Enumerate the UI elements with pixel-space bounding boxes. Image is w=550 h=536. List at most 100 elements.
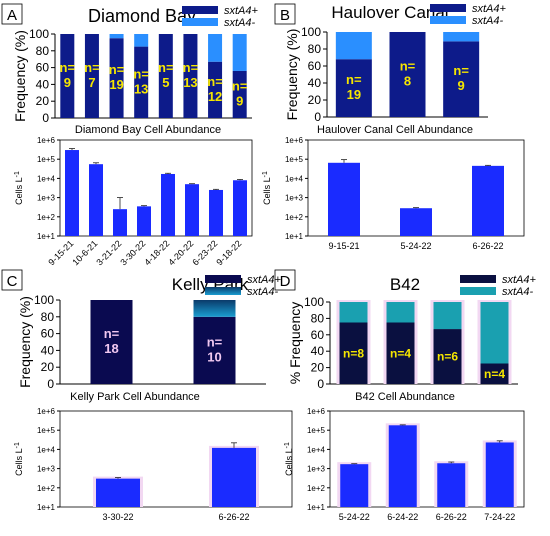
x-tick-label: 9-15-21 [328, 241, 359, 251]
bar-sxtA4-negative [443, 32, 480, 42]
x-tick-label: 7-24-22 [484, 512, 515, 522]
bar-sxtA4-positive [339, 322, 368, 384]
y-tick-label: 1e+1 [307, 503, 326, 512]
y-tick-label: 1e+1 [37, 232, 56, 241]
y-tick-label: 1e+5 [37, 155, 56, 164]
n-label: n= [453, 63, 469, 78]
x-tick-label: 5-24-22 [339, 512, 370, 522]
abundance-bar [485, 442, 514, 507]
legend: sxtA4+sxtA4- [205, 274, 282, 298]
y-tick-label: 1e+3 [285, 194, 304, 203]
x-tick-label: 6-26-22 [436, 512, 467, 522]
x-tick-label: 10-6-21 [70, 238, 99, 267]
legend-swatch-positive [460, 275, 496, 283]
abundance-bar [209, 189, 223, 236]
n-label: 7 [88, 75, 95, 90]
n-label: 13 [134, 81, 148, 96]
y-tick-label: 1e+5 [307, 426, 326, 435]
y-axis-label: Cells L-1 [14, 442, 25, 476]
bar-sxtA4-positive [443, 41, 480, 117]
bar-sxtA4-negative [109, 34, 124, 39]
y-tick-label: 1e+2 [307, 484, 326, 493]
x-tick-label: 6-26-22 [472, 241, 503, 251]
bar-sxtA4-positive [232, 70, 247, 118]
bar-sxtA4-positive [134, 46, 149, 118]
legend-swatch-negative [430, 16, 466, 24]
bar-sxtA4-positive [90, 300, 133, 384]
n-label: 9 [458, 78, 465, 93]
n-label: n= [207, 74, 223, 89]
frequency-chart-D: 0 20 40 60 80 100% Frequency n=8 n=4 n=6 n=4 sxtA4… [287, 274, 537, 391]
bar-sxtA4-positive [208, 61, 223, 118]
title-haulover-canal: Haulover Canal [331, 3, 448, 22]
y-tick-label: 100 [34, 293, 54, 307]
y-tick-label: 60 [36, 61, 50, 75]
y-tick-label: 1e+4 [37, 174, 56, 183]
bar-sxtA4-negative [480, 302, 509, 364]
n-label: 13 [183, 75, 197, 90]
abundance-bar [328, 162, 360, 236]
legend: sxtA4+sxtA4- [430, 3, 507, 27]
title-diamond-bay: Diamond Bay [88, 6, 196, 26]
bar-sxtA4-negative [386, 302, 415, 323]
n-label: n=4 [390, 346, 411, 360]
y-tick-label: 100 [29, 27, 49, 41]
n-label: n= [60, 60, 76, 75]
bar-sxtA4-negative [134, 34, 149, 47]
x-tick-label: 4-18-22 [142, 238, 171, 267]
n-label: n= [84, 60, 100, 75]
legend-swatch-negative [182, 18, 218, 26]
abundance-bar [89, 164, 103, 236]
plot-frame [59, 139, 253, 237]
x-tick-label: 3-21-22 [94, 238, 123, 267]
bar-sxtA4-negative [193, 300, 236, 317]
y-tick-label: 1e+1 [37, 503, 56, 512]
y-axis-label: Frequency (%) [17, 296, 33, 388]
plot-frame [329, 410, 525, 508]
n-label: n=4 [484, 367, 505, 381]
n-label: n= [232, 78, 248, 93]
y-tick-label: 40 [36, 77, 50, 91]
y-axis-label: Cells L-1 [14, 171, 25, 205]
y-tick-label: 80 [36, 44, 50, 58]
bar-sxtA4-negative [335, 32, 372, 60]
y-tick-label: 1e+1 [285, 232, 304, 241]
y-tick-label: 40 [41, 343, 55, 357]
n-label: n= [104, 326, 120, 341]
svg-text:B: B [280, 7, 290, 24]
y-tick-label: 80 [311, 311, 325, 325]
y-tick-label: 60 [41, 327, 55, 341]
abundance-bar [65, 150, 79, 236]
legend-label-negative: sxtA4- [224, 17, 256, 29]
y-tick-label: 0 [317, 377, 324, 391]
legend-label-positive: sxtA4+ [247, 274, 282, 286]
n-label: n= [158, 60, 174, 75]
y-tick-label: 40 [308, 76, 322, 90]
bar-sxtA4-positive [386, 322, 415, 384]
abundance-chart-D: 1e+1 1e+2 1e+3 1e+4 1e+5 1e+6 Cells L-1 5-24-22… [284, 407, 525, 522]
abundance-bar [388, 425, 417, 507]
bar-sxtA4-positive [84, 34, 99, 118]
x-tick-label: 6-26-22 [218, 512, 249, 522]
y-tick-label: 1e+4 [37, 445, 56, 454]
x-tick-label: 3-30-22 [102, 512, 133, 522]
n-label: 5 [162, 75, 169, 90]
y-tick-label: 80 [41, 310, 55, 324]
plot-frame [59, 410, 293, 508]
n-label: 9 [64, 75, 71, 90]
y-tick-label: 20 [311, 361, 325, 375]
abundance-bar [113, 209, 127, 236]
y-tick-label: 1e+5 [37, 426, 56, 435]
y-axis-label: % Frequency [287, 302, 303, 384]
n-label: n= [183, 60, 199, 75]
legend-label-positive: sxtA4+ [502, 274, 537, 286]
legend-swatch-positive [205, 275, 241, 283]
abundance-bar [161, 173, 175, 236]
y-tick-label: 100 [301, 25, 321, 39]
x-tick-label: 9-18-22 [214, 238, 243, 267]
abundance-title-haulover: Haulover Canal Cell Abundance [317, 124, 473, 136]
y-tick-label: 0 [42, 111, 49, 125]
y-tick-label: 1e+5 [285, 155, 304, 164]
